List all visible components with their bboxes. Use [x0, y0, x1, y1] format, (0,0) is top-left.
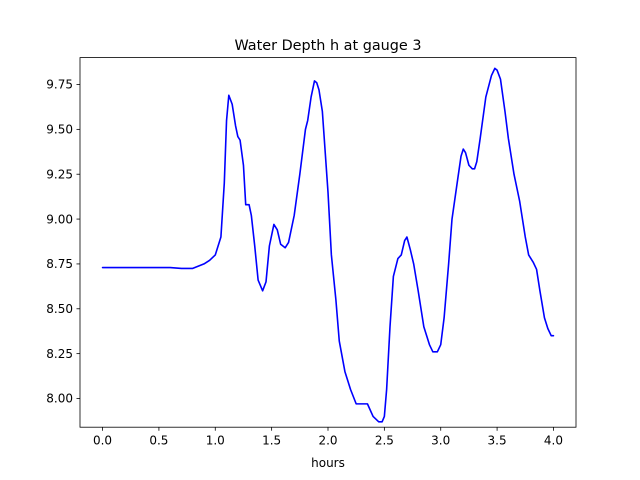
y-tick-label: 8.25: [46, 347, 73, 361]
x-axis: 0.0 0.5 1.0 1.5 2.0 2.5 3.0 3.5 4.0: [93, 427, 563, 448]
x-tick-label: 0.0: [93, 434, 112, 448]
x-tick-label: 1.0: [206, 434, 225, 448]
x-tick-label: 3.5: [488, 434, 507, 448]
x-tick-label: 1.5: [262, 434, 281, 448]
series-group: [101, 67, 555, 423]
x-tick-label: 4.0: [544, 434, 563, 448]
y-tick-label: 8.50: [46, 302, 73, 316]
y-tick-label: 9.75: [46, 78, 73, 92]
x-tick-label: 0.5: [149, 434, 168, 448]
y-tick-label: 9.50: [46, 123, 73, 137]
y-tick-label: 9.25: [46, 167, 73, 181]
y-axis: 8.00 8.25 8.50 8.75 9.00 9.25 9.50 9.75: [46, 78, 80, 406]
series-line: [101, 67, 555, 423]
x-axis-title: hours: [311, 456, 345, 470]
x-tick-label: 3.0: [431, 434, 450, 448]
x-tick-label: 2.0: [318, 434, 337, 448]
y-tick-label: 9.00: [46, 212, 73, 226]
chart-title: Water Depth h at gauge 3: [234, 38, 421, 54]
y-tick-label: 8.75: [46, 257, 73, 271]
y-tick-label: 8.00: [46, 392, 73, 406]
plot-area-frame: [79, 57, 577, 428]
x-tick-label: 2.5: [375, 434, 394, 448]
